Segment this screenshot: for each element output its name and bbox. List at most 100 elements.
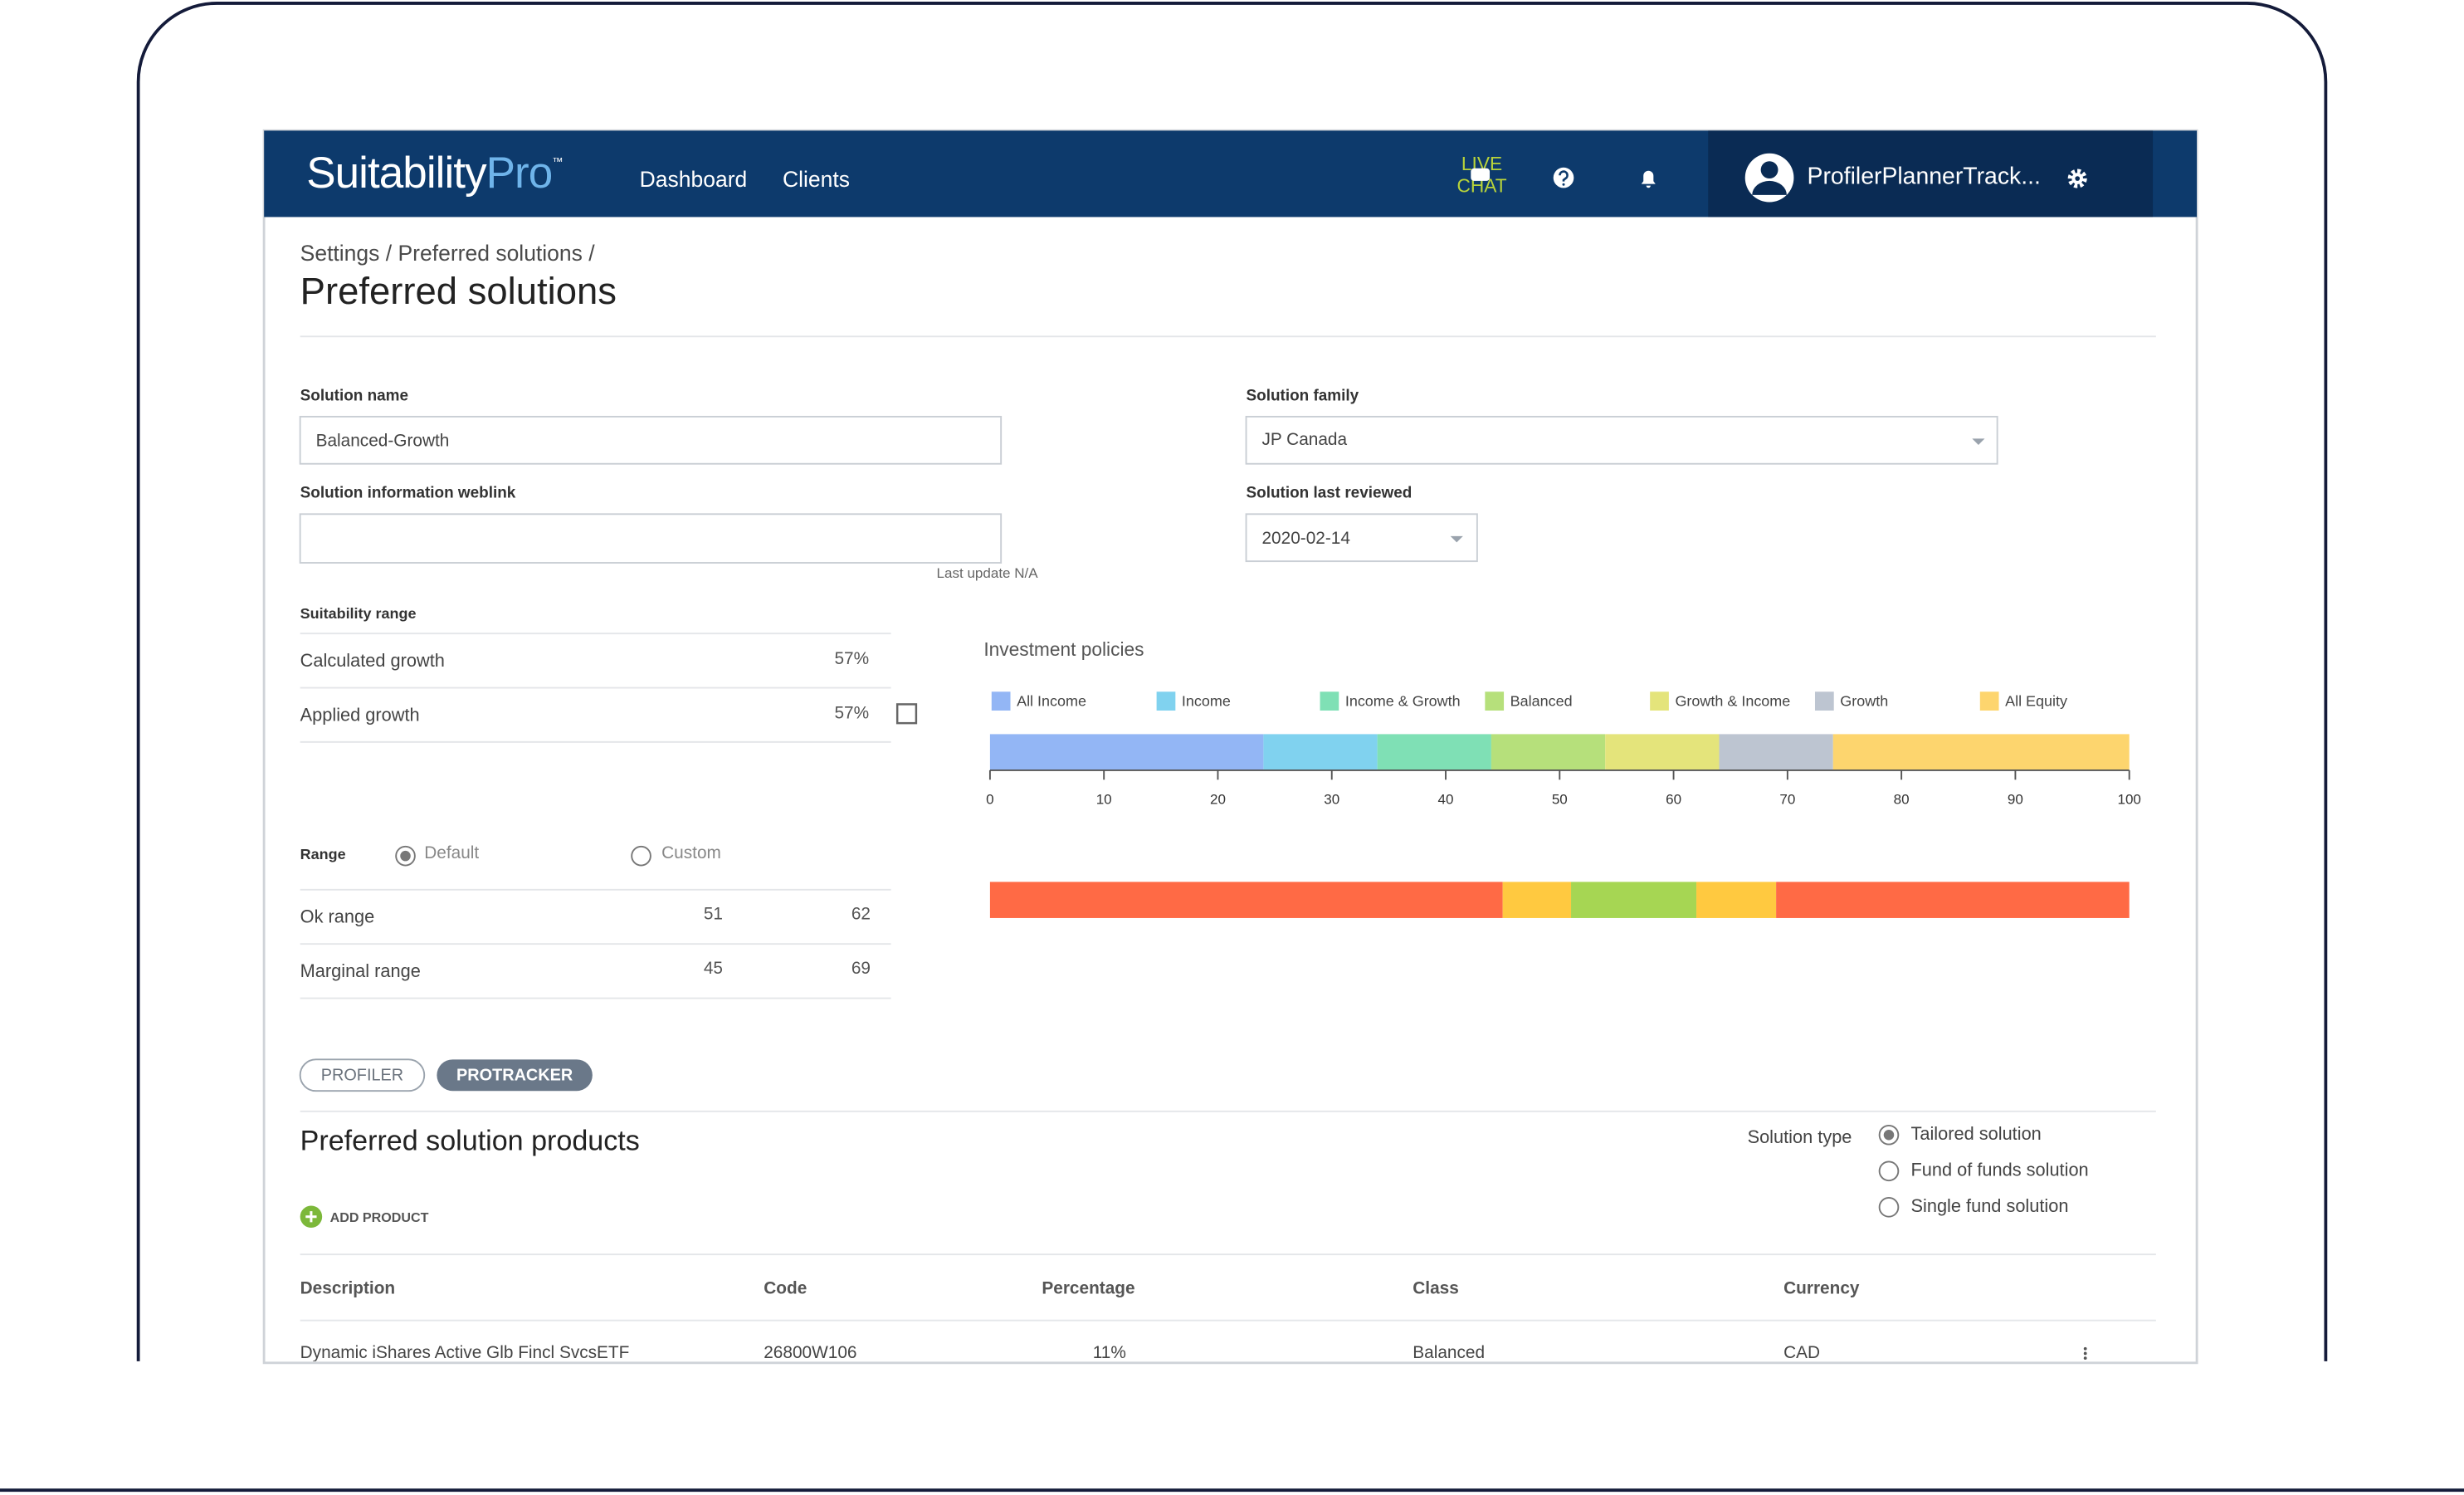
settings-icon[interactable] <box>2067 169 2087 188</box>
column-header: Code <box>764 1278 807 1297</box>
range-segment <box>1571 882 1697 918</box>
radio-label[interactable]: Single fund solution <box>1910 1195 2068 1216</box>
x-tick-label: 100 <box>2117 791 2140 807</box>
column-header: Description <box>300 1278 396 1297</box>
field-label: Solution name <box>300 387 408 404</box>
select-value: 2020-02-14 <box>1261 529 1349 548</box>
tab-label[interactable]: PROFILER <box>321 1066 403 1084</box>
x-tick-label: 20 <box>1210 791 1226 807</box>
x-tick-label: 80 <box>1894 791 1910 807</box>
radio-dot <box>1883 1129 1895 1141</box>
radio-label[interactable]: Fund of funds solution <box>1910 1160 2088 1180</box>
text-input[interactable] <box>299 415 1003 465</box>
device-frame <box>136 2 2328 1361</box>
legend-label: Growth <box>1840 692 1888 709</box>
checkbox[interactable] <box>895 703 918 725</box>
section-label: Range <box>300 846 346 862</box>
legend-label: All Equity <box>2005 692 2067 709</box>
bar-segment <box>1263 734 1378 770</box>
legend-label: Balanced <box>1510 692 1573 709</box>
radio[interactable] <box>1878 1160 1900 1182</box>
x-tick-label: 40 <box>1438 791 1454 807</box>
x-tick-label: 60 <box>1666 791 1681 807</box>
radio[interactable] <box>1878 1197 1900 1218</box>
breadcrumb[interactable]: Settings / Preferred solutions / <box>300 241 596 266</box>
bar-segment <box>1832 734 2130 770</box>
legend-label: Growth & Income <box>1675 692 1790 709</box>
caret <box>1972 438 1985 446</box>
range-low: 45 <box>704 959 723 978</box>
input-value: Balanced-Growth <box>316 432 450 451</box>
legend-label: Income & Growth <box>1345 692 1461 709</box>
legend-swatch <box>1979 691 1999 711</box>
range-high: 62 <box>851 905 871 924</box>
bar-segment <box>1377 734 1491 770</box>
legend-swatch <box>1814 691 1834 711</box>
legend-swatch <box>1320 691 1339 711</box>
row-label: Marginal range <box>300 960 421 981</box>
app: SuitabilityPro™ Dashboard Clients LIVE C… <box>264 130 2198 1362</box>
bar-segment <box>1491 734 1606 770</box>
legend-swatch <box>1156 691 1176 711</box>
help-icon[interactable] <box>1553 167 1574 188</box>
nav-link[interactable]: Dashboard <box>640 167 748 192</box>
add-plus <box>305 1211 317 1223</box>
date-select[interactable] <box>1245 513 1478 563</box>
legend-label: Income <box>1182 692 1231 709</box>
select[interactable] <box>1245 415 1998 465</box>
row-label: Ok range <box>300 906 375 927</box>
bar-segment <box>989 734 1264 770</box>
radio-label[interactable]: Default <box>424 843 479 862</box>
x-tick-label: 90 <box>2008 791 2023 807</box>
logo[interactable]: SuitabilityPro™ <box>306 149 563 198</box>
range-segment <box>1776 882 2130 918</box>
page-title: Preferred solutions <box>300 270 617 312</box>
table-cell: Balanced <box>1413 1343 1485 1362</box>
legend-swatch <box>1485 691 1505 711</box>
section-label: Suitability range <box>300 605 417 622</box>
tab-active[interactable] <box>437 1059 593 1092</box>
radio-label[interactable]: Tailored solution <box>1910 1123 2041 1144</box>
nav-link[interactable]: Clients <box>783 167 850 192</box>
x-tick-label: 50 <box>1552 791 1568 807</box>
field-label: Solution type <box>1748 1126 1852 1147</box>
table-cell: 11% <box>1093 1343 1126 1362</box>
radio-dot <box>400 850 411 862</box>
bell-icon[interactable] <box>1641 170 1656 188</box>
x-tick-label: 70 <box>1779 791 1795 807</box>
text-input[interactable] <box>299 513 1003 564</box>
column-header: Class <box>1413 1278 1459 1297</box>
tab-label[interactable]: PROTRACKER <box>456 1066 573 1084</box>
logo-mark: ™ <box>552 155 562 168</box>
range-segment <box>1502 882 1572 918</box>
radio[interactable] <box>631 845 651 867</box>
range-low: 51 <box>704 905 723 924</box>
x-tick-label: 0 <box>986 791 993 807</box>
field-label: Solution last reviewed <box>1247 485 1413 502</box>
row-label: Calculated growth <box>300 650 445 671</box>
radio-label[interactable]: Custom <box>661 843 721 862</box>
user-name[interactable]: ProfilerPlannerTrack... <box>1808 164 2041 190</box>
caret <box>1450 535 1463 543</box>
bar-segment <box>1605 734 1720 770</box>
range-high: 69 <box>851 959 871 978</box>
row-label: Applied growth <box>300 704 420 725</box>
row-value: 57% <box>834 649 869 668</box>
tab[interactable] <box>299 1058 426 1092</box>
legend-label: All Income <box>1017 692 1086 709</box>
x-tick-label: 30 <box>1324 791 1339 807</box>
range-segment <box>1696 882 1777 918</box>
logo-accent: Pro <box>486 149 553 198</box>
avatar[interactable] <box>1744 153 1794 203</box>
chart-title: Investment policies <box>983 638 1144 660</box>
range-segment <box>989 882 1503 918</box>
row-value: 57% <box>834 703 869 722</box>
bar-segment <box>1719 734 1833 770</box>
table-cell: 26800W106 <box>764 1343 856 1362</box>
add-product[interactable]: ADD PRODUCT <box>330 1210 429 1225</box>
table-cell: CAD <box>1783 1343 1820 1362</box>
row-menu[interactable] <box>2083 1346 2087 1361</box>
legend-swatch <box>1650 691 1669 711</box>
